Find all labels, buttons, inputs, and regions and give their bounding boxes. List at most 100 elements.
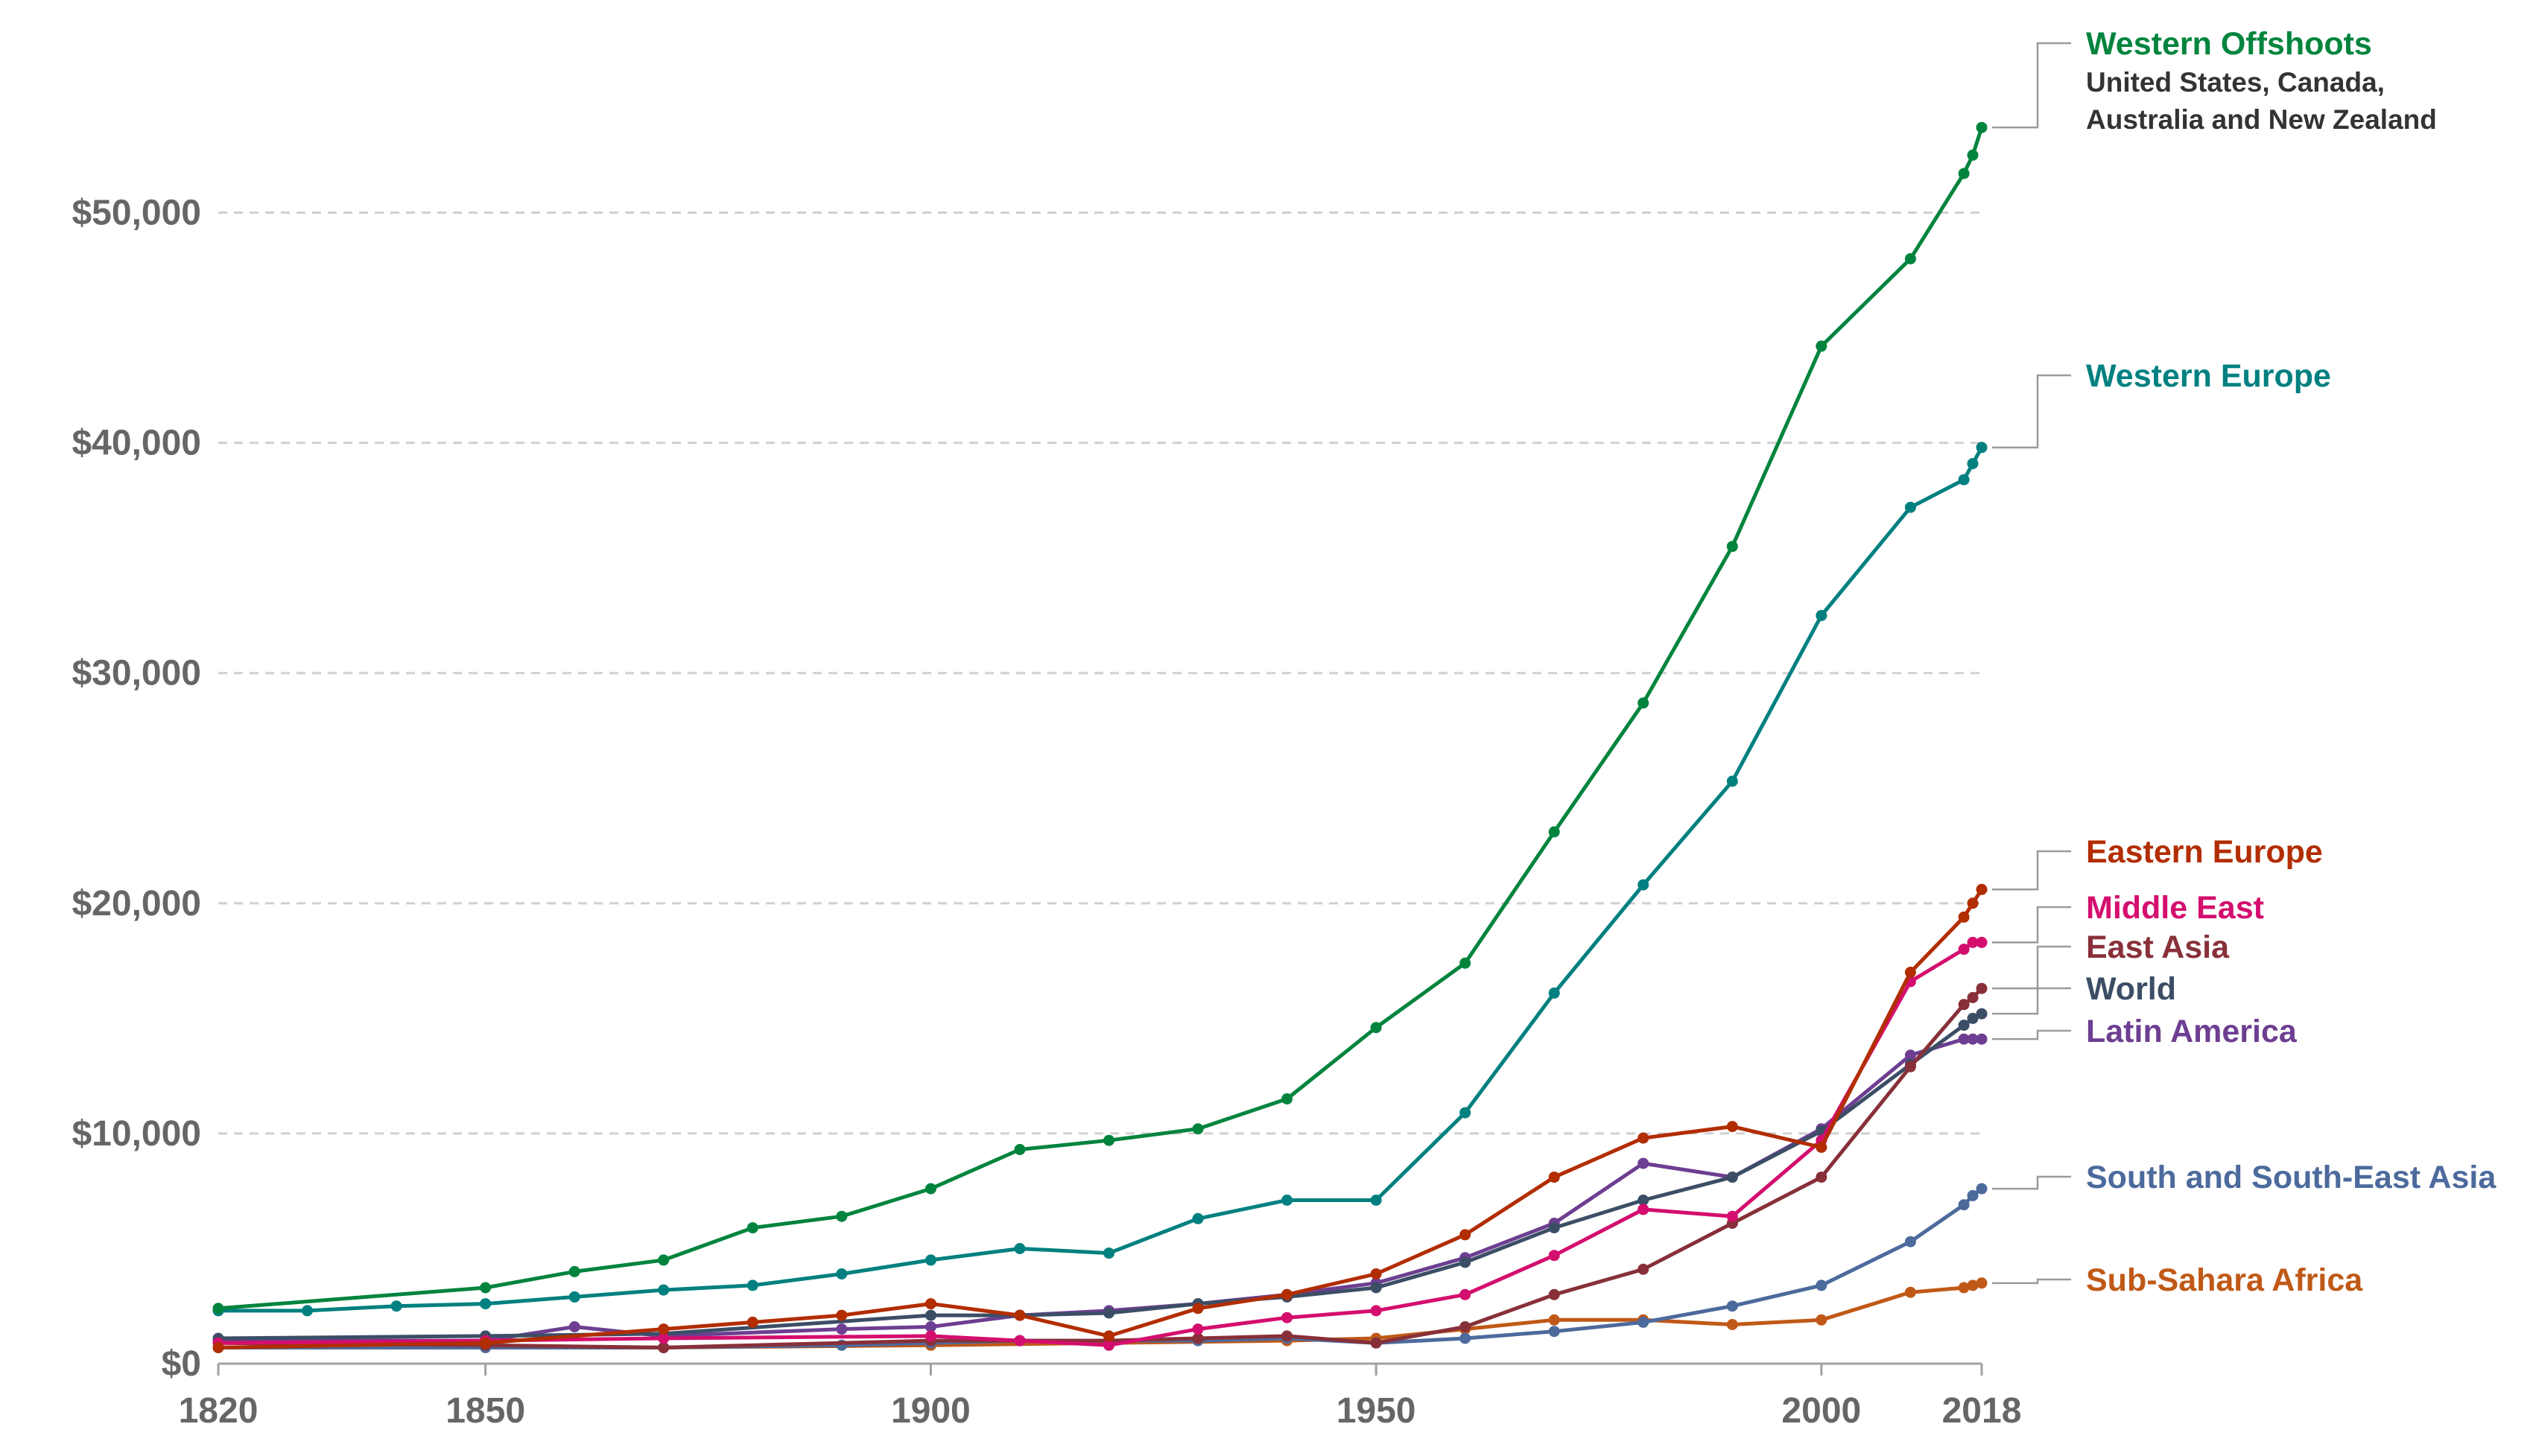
series-label-group: Eastern Europe xyxy=(1992,834,2323,891)
data-point xyxy=(1726,1319,1738,1330)
series-label-group: Latin America xyxy=(1992,1014,2298,1049)
series-3 xyxy=(212,936,1988,1351)
data-point xyxy=(1459,1229,1471,1241)
data-point xyxy=(480,1298,492,1310)
data-point xyxy=(1726,775,1738,787)
data-point xyxy=(1976,982,1988,994)
y-tick-label: $10,000 xyxy=(72,1114,201,1154)
data-point xyxy=(1967,992,1979,1003)
data-point xyxy=(1638,1132,1649,1144)
data-point xyxy=(1904,1061,1916,1072)
series-label-group: Western Offshoots United States, Canada, A… xyxy=(1992,26,2437,135)
data-point xyxy=(1548,987,1560,999)
data-point xyxy=(658,1341,670,1353)
data-point xyxy=(1638,1316,1649,1328)
data-point xyxy=(658,1254,670,1266)
data-point xyxy=(1976,1277,1988,1289)
data-point xyxy=(658,1332,670,1344)
series-label-group: World xyxy=(1992,971,2176,1015)
series-line xyxy=(216,986,1984,1349)
data-point xyxy=(1281,1330,1293,1342)
data-point xyxy=(1370,1282,1382,1294)
y-tick-label: $0 xyxy=(162,1344,201,1384)
data-point xyxy=(1958,1033,1970,1045)
data-point xyxy=(1192,1332,1204,1344)
series-7 xyxy=(212,1183,1988,1353)
series-label-group: Sub-Sahara Africa xyxy=(1992,1262,2363,1298)
y-tick-label: $50,000 xyxy=(72,194,201,233)
data-point xyxy=(480,1337,492,1349)
data-point xyxy=(1967,897,1979,909)
data-point xyxy=(1548,1314,1560,1326)
data-point xyxy=(1976,1008,1988,1020)
data-point xyxy=(1459,1107,1471,1119)
data-point xyxy=(1281,1288,1293,1300)
data-point xyxy=(1014,1243,1026,1254)
data-point xyxy=(658,1284,670,1296)
data-point xyxy=(1638,1157,1649,1169)
data-point xyxy=(1816,1314,1827,1326)
data-point xyxy=(1281,1195,1293,1206)
data-point xyxy=(1816,610,1827,621)
data-point xyxy=(1192,1323,1204,1335)
data-point xyxy=(1548,1172,1560,1183)
data-point xyxy=(1726,1121,1738,1133)
data-point xyxy=(1904,252,1916,264)
data-point xyxy=(1967,936,1979,948)
data-point xyxy=(925,1254,936,1266)
grid-layer xyxy=(218,212,1982,1135)
data-point xyxy=(746,1222,758,1234)
data-point xyxy=(1976,442,1988,454)
series-label: East Asia xyxy=(2086,929,2230,965)
data-point xyxy=(1370,1305,1382,1317)
data-point xyxy=(302,1305,313,1317)
data-point xyxy=(1958,1282,1970,1294)
data-point xyxy=(1904,1286,1916,1298)
series-sublabel: Australia and New Zealand xyxy=(2086,104,2437,135)
x-tick-label: 1820 xyxy=(179,1391,259,1431)
leader-line xyxy=(1992,987,2071,1015)
data-point xyxy=(1459,957,1471,969)
data-point xyxy=(1281,1312,1293,1323)
data-point xyxy=(1976,1183,1988,1195)
data-point xyxy=(1726,1210,1738,1222)
leader-line xyxy=(1992,1278,2071,1285)
data-point xyxy=(1967,1189,1979,1201)
leader-line xyxy=(1992,906,2071,944)
leader-line xyxy=(1992,1175,2071,1190)
data-point xyxy=(1726,541,1738,553)
series-line xyxy=(216,940,1984,1347)
leader-line xyxy=(1992,850,2071,891)
series-line xyxy=(216,887,1984,1349)
series-label: Western Europe xyxy=(2086,358,2331,394)
data-point xyxy=(925,1183,936,1195)
data-point xyxy=(568,1291,580,1303)
x-axis: 1820 1850 1900 1950 2000 2018 xyxy=(179,1362,2021,1431)
data-point xyxy=(1816,1172,1827,1183)
data-point xyxy=(1958,944,1970,956)
data-point xyxy=(1192,1303,1204,1314)
series-6 xyxy=(212,1033,1988,1347)
data-point xyxy=(1548,826,1560,838)
data-point xyxy=(1638,1263,1649,1275)
data-point xyxy=(1958,911,1970,923)
data-point xyxy=(1904,501,1916,513)
data-point xyxy=(1967,458,1979,469)
data-point xyxy=(1976,1033,1988,1045)
series-4 xyxy=(212,982,1988,1353)
data-point xyxy=(212,1341,224,1353)
leader-line xyxy=(1992,945,2071,990)
data-point xyxy=(1726,1172,1738,1183)
data-point xyxy=(1816,1279,1827,1291)
series-1 xyxy=(212,442,1988,1317)
data-point xyxy=(390,1300,402,1312)
series-label: South and South-East Asia xyxy=(2086,1160,2496,1195)
leader-line xyxy=(1992,1029,2071,1040)
data-point xyxy=(1958,474,1970,486)
data-point xyxy=(1370,1268,1382,1279)
y-tick-label: $30,000 xyxy=(72,654,201,693)
series-label-group: East Asia xyxy=(1992,929,2230,990)
data-point xyxy=(1192,1123,1204,1135)
x-tick-label: 1850 xyxy=(446,1391,525,1431)
